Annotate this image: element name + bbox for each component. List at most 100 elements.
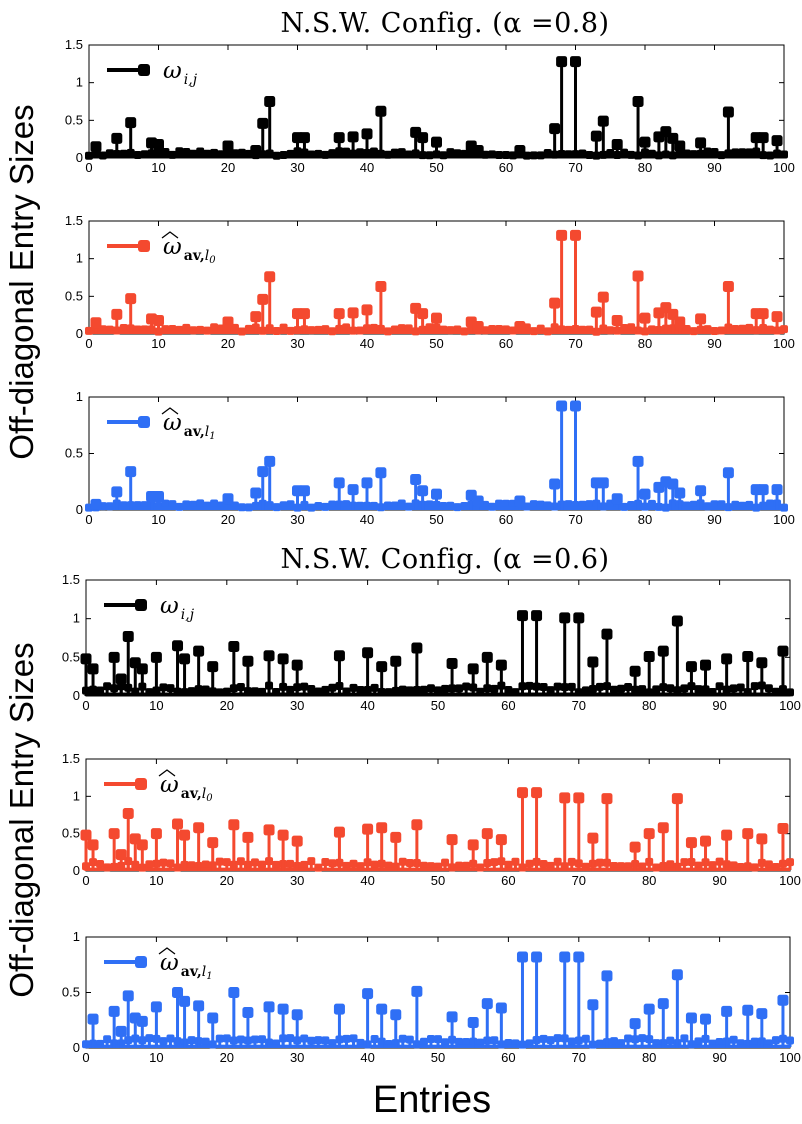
x-tick-label: 50 <box>431 873 445 888</box>
stem-marker <box>277 1003 289 1015</box>
stem-marker <box>80 653 92 665</box>
x-tick-label: 40 <box>360 160 374 175</box>
legend-hat <box>158 769 176 777</box>
baseline-marker <box>187 1036 196 1045</box>
baseline-marker <box>286 500 295 509</box>
stem-marker <box>674 140 686 152</box>
stem-marker <box>263 1001 275 1013</box>
y-tick-label: 0.5 <box>65 288 83 303</box>
stem-marker <box>700 835 712 847</box>
baseline-marker <box>328 500 337 509</box>
baseline-marker <box>581 686 590 695</box>
y-axis-label-top: Off-diagonal Entry Sizes <box>3 104 40 459</box>
stem-marker <box>777 645 789 657</box>
x-tick-label: 50 <box>429 336 443 351</box>
baseline-marker <box>161 148 170 157</box>
stem-marker <box>108 1005 120 1017</box>
x-tick-label: 100 <box>773 160 795 175</box>
baseline-marker <box>145 860 154 869</box>
legend-label: ω av,l0 <box>160 772 213 804</box>
baseline-marker <box>349 1034 358 1043</box>
x-tick-label: 40 <box>360 873 374 888</box>
stem-marker <box>431 312 442 324</box>
baseline-marker <box>553 682 562 691</box>
baseline-marker <box>455 861 464 870</box>
stem-marker <box>150 1001 162 1013</box>
stem-marker <box>375 281 387 293</box>
stem-marker <box>657 998 669 1010</box>
stem-marker <box>333 132 345 144</box>
baseline-marker <box>434 686 442 695</box>
panel-c0-p1: 0 0.5 1 1.5 0 10 20 30 40 50 60 70 80 90 100 ω av,l0 <box>65 213 795 351</box>
stem-marker <box>362 988 374 1000</box>
baseline-marker <box>328 859 337 868</box>
stem-marker <box>590 130 602 142</box>
baseline-marker <box>349 683 358 692</box>
stem-marker <box>667 478 679 490</box>
stem-marker <box>298 308 310 320</box>
x-tick-label: 60 <box>499 160 513 175</box>
baseline-marker <box>553 857 562 866</box>
x-tick-label: 70 <box>572 873 586 888</box>
baseline-marker <box>738 148 747 157</box>
x-tick-label: 70 <box>568 336 582 351</box>
baseline-marker <box>666 1036 675 1045</box>
baseline-marker <box>384 861 393 870</box>
stem-marker <box>597 477 609 489</box>
stem-marker <box>587 832 599 844</box>
stem-marker <box>570 400 581 412</box>
baseline-marker <box>419 685 428 694</box>
stem-marker <box>570 56 581 68</box>
baseline-marker <box>398 857 407 866</box>
y-tick-label: 0.5 <box>62 985 80 1000</box>
legend-marker <box>135 599 147 611</box>
stem-marker <box>556 229 568 241</box>
x-tick-label: 50 <box>429 512 443 527</box>
baseline-marker <box>567 1037 576 1046</box>
baseline-marker <box>201 860 210 869</box>
x-tick-label: 30 <box>290 698 304 713</box>
stem-marker <box>153 490 164 502</box>
baseline-marker <box>624 1034 633 1043</box>
figure-title-top: N.S.W. Config. (α =0.8) <box>280 8 609 39</box>
baseline-marker <box>182 500 191 509</box>
baseline-marker <box>96 860 105 869</box>
stem-marker <box>193 822 205 834</box>
x-tick-label: 100 <box>779 698 801 713</box>
baseline-marker <box>786 1036 794 1045</box>
stem-marker <box>639 488 651 500</box>
x-tick-label: 0 <box>82 1050 89 1065</box>
stem-marker <box>629 1018 641 1030</box>
stem-marker <box>685 1012 697 1024</box>
baseline-marker <box>286 1034 295 1043</box>
baseline-marker <box>342 500 351 509</box>
x-tick-label: 100 <box>779 873 801 888</box>
baseline-marker <box>536 324 545 333</box>
y-tick-label: 0 <box>73 863 80 878</box>
stem-marker <box>587 999 599 1011</box>
x-tick-label: 90 <box>707 336 721 351</box>
stem-marker <box>411 642 423 654</box>
stem-marker <box>277 829 289 841</box>
baseline-marker <box>356 686 365 695</box>
baseline-marker <box>708 861 717 870</box>
plot-frame <box>85 936 791 1049</box>
x-tick-label: 80 <box>638 336 652 351</box>
stem-marker <box>291 835 303 847</box>
stem-marker <box>777 822 789 834</box>
stem-marker <box>228 987 240 998</box>
stem-marker <box>481 998 493 1010</box>
stem-marker <box>556 56 568 68</box>
baseline-marker <box>624 683 633 692</box>
x-tick-label: 20 <box>220 873 234 888</box>
stem-marker <box>111 308 123 320</box>
stem-marker <box>298 485 310 497</box>
stem-marker <box>347 131 359 143</box>
stem-marker <box>559 612 571 624</box>
x-tick-label: 10 <box>149 698 163 713</box>
legend: ω av,l0 <box>107 231 216 266</box>
x-tick-label: 70 <box>572 698 586 713</box>
